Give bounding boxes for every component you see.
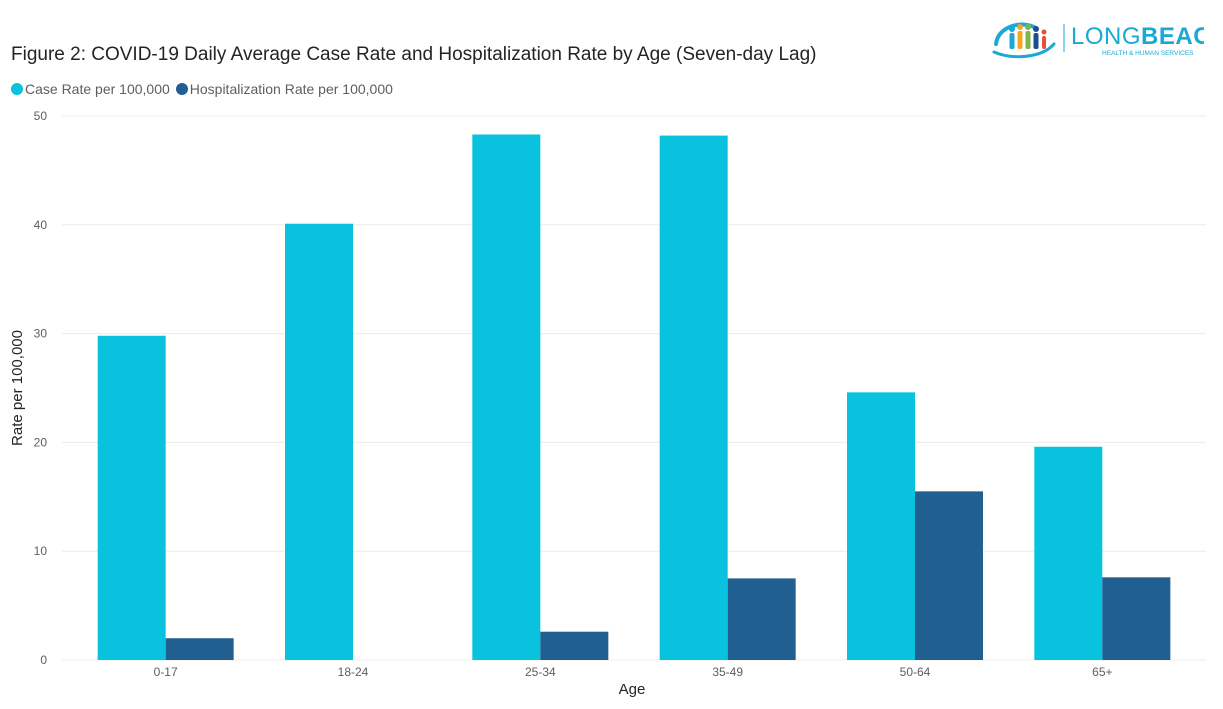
logo-people-icon bbox=[1009, 24, 1047, 49]
legend: Case Rate per 100,000 Hospitalization Ra… bbox=[11, 81, 399, 97]
x-tick-label: 25-34 bbox=[525, 665, 556, 679]
grid-lines bbox=[62, 115, 1206, 661]
legend-item-hospitalization-rate[interactable]: Hospitalization Rate per 100,000 bbox=[175, 81, 393, 97]
x-tick-label: 18-24 bbox=[338, 665, 369, 679]
bar-hospitalization-rate-25-34[interactable] bbox=[540, 631, 609, 660]
x-axis-ticks: 0-17 18-24 25-34 35-49 50-64 65+ bbox=[154, 665, 1113, 679]
bar-case-rate-50-64[interactable] bbox=[847, 392, 915, 660]
x-tick-label: 0-17 bbox=[154, 665, 178, 679]
x-tick-label: 65+ bbox=[1092, 665, 1112, 679]
bar-hospitalization-rate-65+[interactable] bbox=[1102, 577, 1171, 660]
legend-swatch-case-rate bbox=[11, 83, 23, 95]
y-tick-label: 40 bbox=[34, 218, 48, 232]
y-tick-label: 50 bbox=[34, 109, 48, 123]
bars bbox=[97, 134, 1171, 661]
legend-swatch-hospitalization-rate bbox=[175, 83, 188, 95]
legend-item-case-rate[interactable]: Case Rate per 100,000 bbox=[11, 81, 170, 97]
bar-case-rate-0-17[interactable] bbox=[97, 335, 166, 660]
x-tick-label: 35-49 bbox=[712, 665, 743, 679]
chart-title: Figure 2: COVID-19 Daily Average Case Ra… bbox=[11, 44, 817, 65]
bar-case-rate-18-24[interactable] bbox=[285, 223, 353, 660]
y-tick-label: 20 bbox=[34, 435, 48, 449]
logo-subtitle: HEALTH & HUMAN SERVICES bbox=[1102, 50, 1194, 57]
logo-text-long: LONG bbox=[1071, 23, 1141, 50]
y-axis-ticks: 0 10 20 30 40 50 bbox=[34, 109, 48, 667]
x-tick-label: 50-64 bbox=[900, 665, 931, 679]
y-tick-label: 10 bbox=[34, 544, 48, 558]
y-tick-label: 0 bbox=[40, 653, 47, 667]
bar-hospitalization-rate-0-17[interactable] bbox=[165, 638, 234, 660]
bar-hospitalization-rate-35-49[interactable] bbox=[727, 578, 796, 660]
legend-label-case-rate: Case Rate per 100,000 bbox=[25, 81, 170, 97]
bar-case-rate-35-49[interactable] bbox=[659, 135, 728, 661]
y-axis-title: Rate per 100,000 bbox=[9, 330, 26, 446]
bar-case-rate-65+[interactable] bbox=[1034, 446, 1103, 660]
legend-label-hospitalization-rate: Hospitalization Rate per 100,000 bbox=[189, 81, 393, 97]
x-axis-title: Age bbox=[619, 681, 646, 698]
bar-hospitalization-rate-50-64[interactable] bbox=[915, 491, 983, 660]
y-tick-label: 30 bbox=[34, 327, 48, 341]
bar-case-rate-25-34[interactable] bbox=[472, 134, 541, 661]
